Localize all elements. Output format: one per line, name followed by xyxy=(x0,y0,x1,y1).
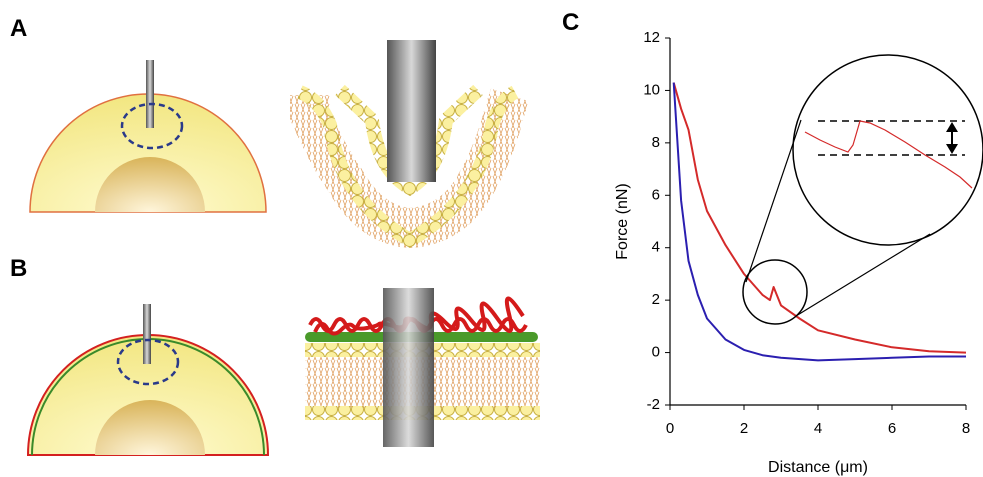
y-tick-label: 4 xyxy=(652,239,660,256)
panel-label: A xyxy=(10,15,27,42)
y-tick-label: -2 xyxy=(647,396,660,413)
x-axis-label: Distance (μm) xyxy=(768,459,868,476)
y-tick-label: 6 xyxy=(652,186,660,203)
y-tick-label: 10 xyxy=(643,81,660,98)
inset-zoom xyxy=(742,54,983,325)
x-tick-label: 6 xyxy=(888,420,896,437)
panel-label: C xyxy=(562,9,579,36)
y-tick-label: 0 xyxy=(652,344,660,361)
y-tick-label: 2 xyxy=(652,291,660,308)
x-tick-label: 0 xyxy=(666,420,674,437)
data-line xyxy=(672,82,966,362)
cell-illustration xyxy=(29,60,267,213)
membrane-illustration xyxy=(290,40,529,249)
y-axis-label: Force (nN) xyxy=(614,183,631,259)
y-tick-label: 8 xyxy=(652,134,660,151)
cell-illustration xyxy=(26,304,270,456)
membrane-illustration xyxy=(305,288,540,447)
x-tick-label: 4 xyxy=(814,420,822,437)
panel-label: B xyxy=(10,255,27,282)
y-tick-label: 12 xyxy=(643,29,660,46)
data-line xyxy=(672,82,967,354)
x-tick-label: 2 xyxy=(740,420,748,437)
x-tick-label: 8 xyxy=(962,420,970,437)
